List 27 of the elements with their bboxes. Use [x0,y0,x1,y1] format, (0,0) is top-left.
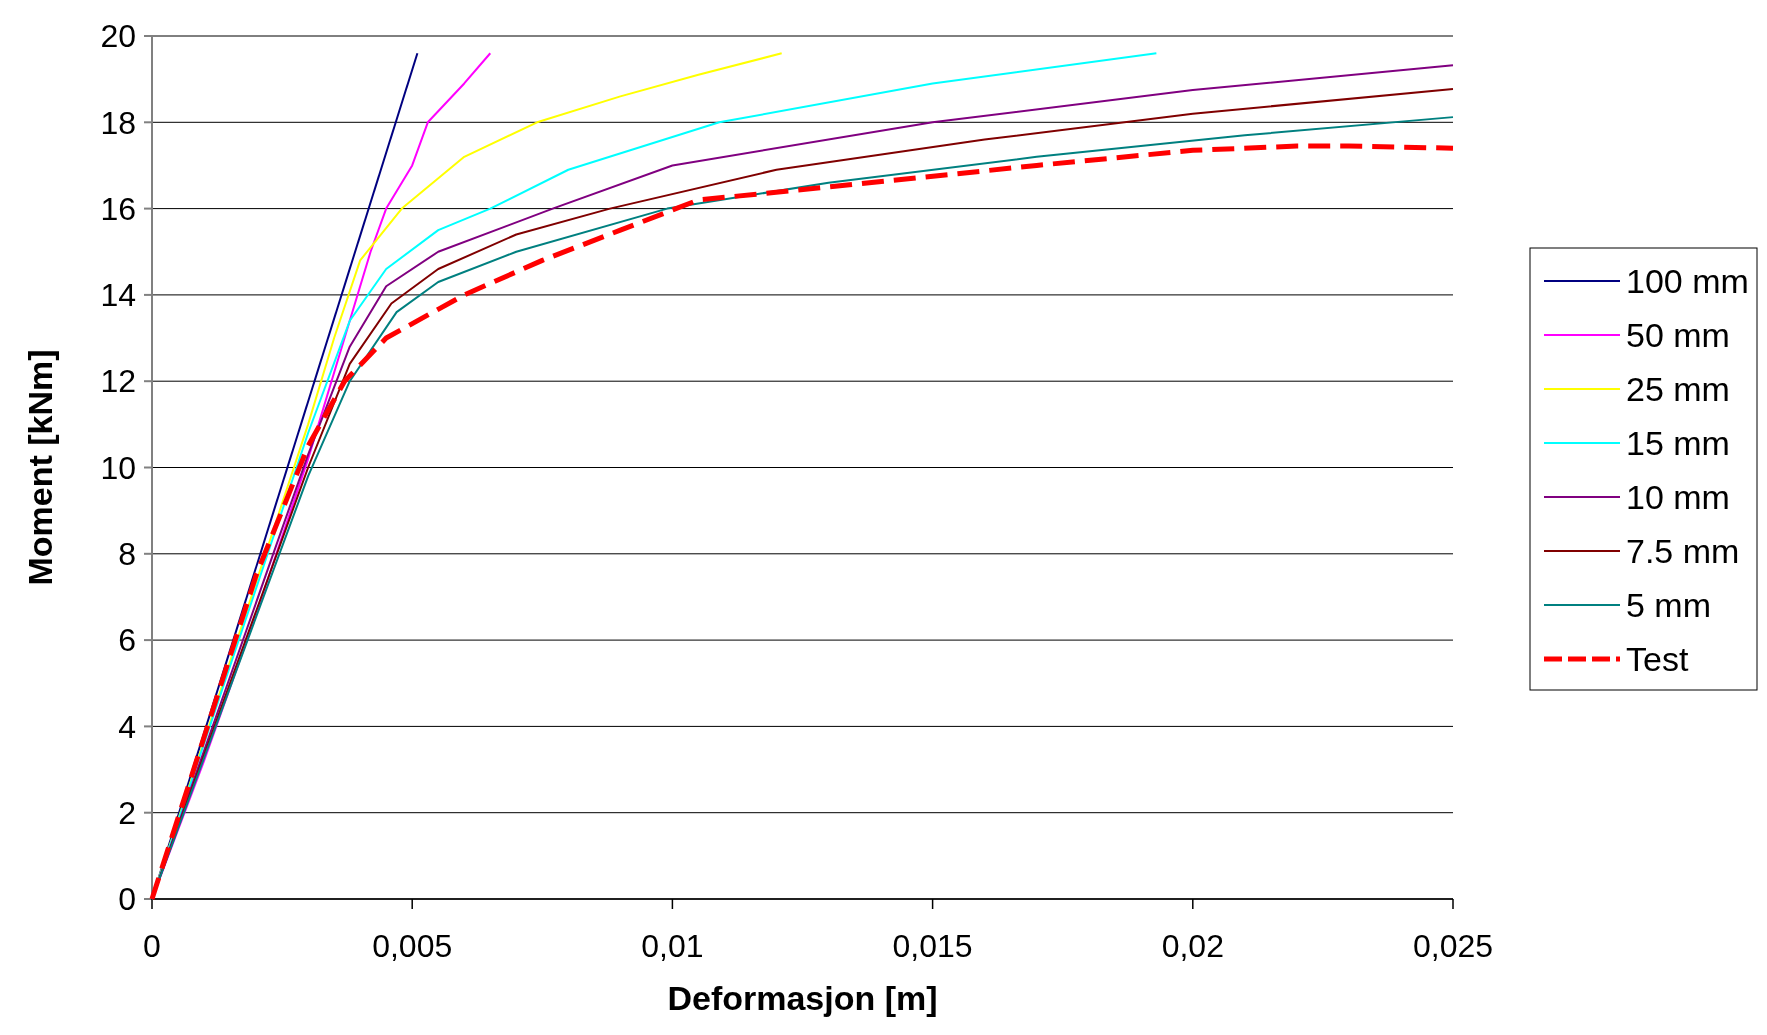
x-tick-label: 0,01 [641,928,704,964]
y-tick-label: 2 [118,794,136,831]
y-axis-title: Moment [kNm] [21,349,59,586]
legend-label: Test [1626,639,1689,678]
y-tick-label: 12 [100,363,136,400]
x-tick-label: 0,005 [372,928,453,964]
y-tick-label: 6 [118,622,136,659]
legend-label: 100 mm [1626,261,1749,300]
legend-label: 15 mm [1626,423,1730,462]
y-tick-label: 20 [100,18,136,55]
y-tick-label: 4 [118,708,136,745]
legend-label: 7.5 mm [1626,531,1740,570]
legend-label: 50 mm [1626,315,1730,354]
x-tick-label: 0,02 [1161,928,1224,964]
y-tick-label: 0 [118,881,136,918]
x-axis-title: Deformasjon [m] [667,979,938,1017]
y-tick-label: 18 [100,104,136,141]
y-tick-label: 10 [100,449,136,486]
x-tick-label: 0,025 [1412,928,1494,964]
y-tick-label: 8 [118,536,136,572]
y-tick-label: 16 [100,190,136,227]
legend-label: 25 mm [1626,369,1730,408]
legend-label: 10 mm [1626,477,1730,516]
x-tick-label: 0,015 [892,928,973,964]
y-tick-label: 14 [100,277,136,314]
legend-label: 5 mm [1626,585,1711,624]
x-tick-label: 0 [143,928,161,964]
